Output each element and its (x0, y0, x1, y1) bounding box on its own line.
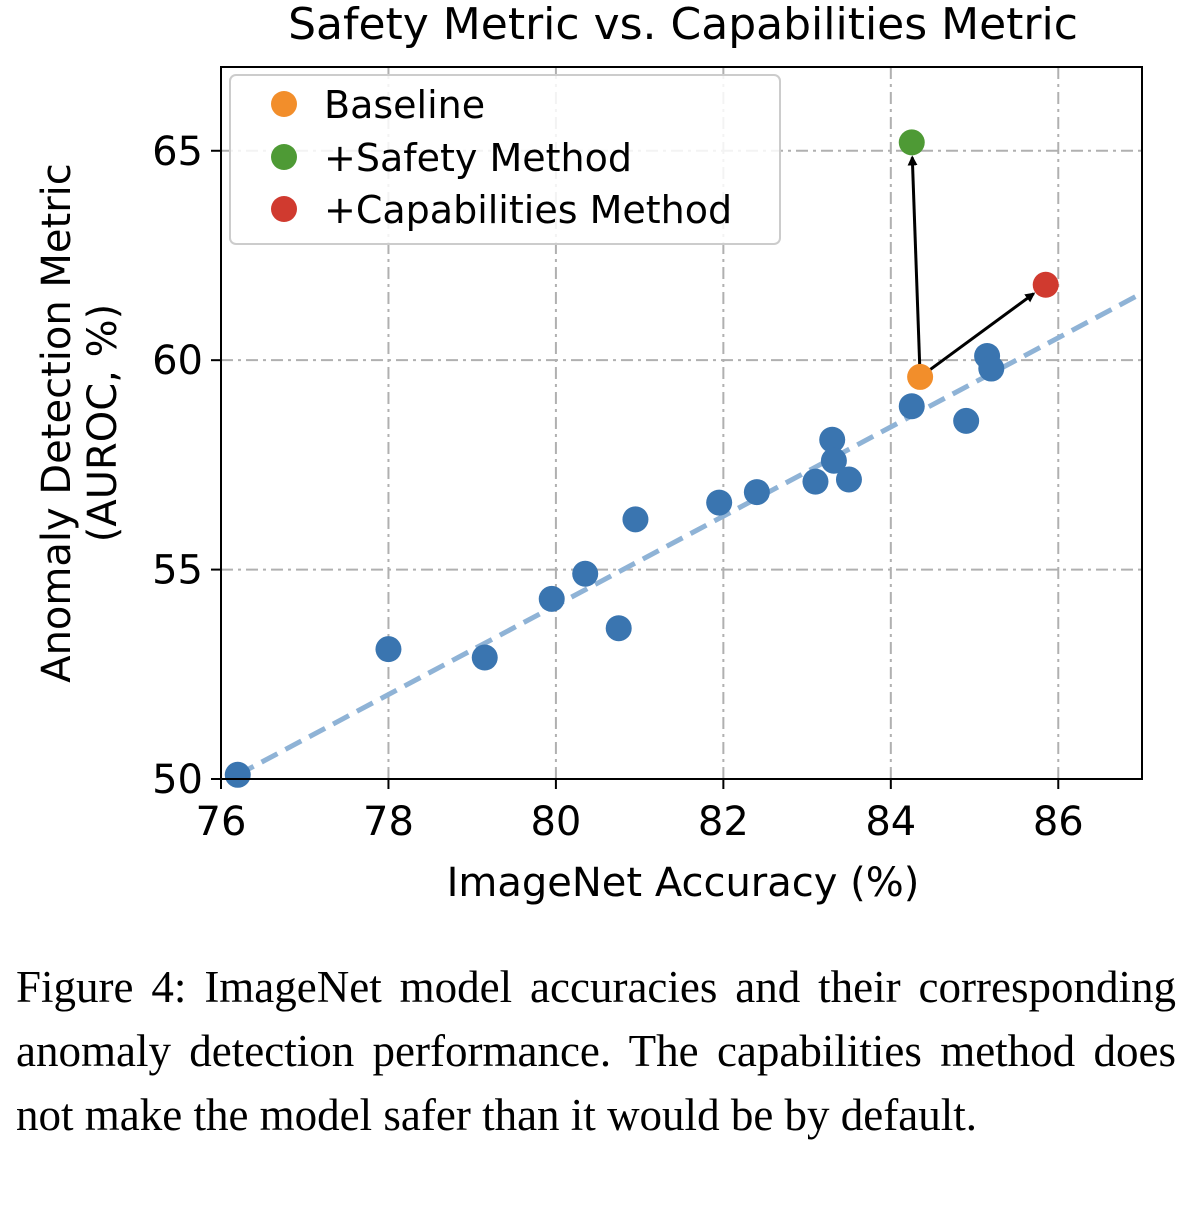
model-point (819, 426, 846, 453)
legend-label-baseline: Baseline (324, 83, 485, 127)
trend-line (236, 290, 1144, 778)
capabilities-method-point (1032, 271, 1059, 298)
model-point (953, 407, 980, 434)
baseline-point (907, 363, 934, 390)
x-tick-label: 78 (363, 799, 414, 845)
model-point (622, 506, 649, 533)
y-tick-label: 55 (152, 548, 203, 594)
x-tick-label: 82 (698, 799, 749, 845)
figure-caption: Figure 4: ImageNet model accuracies and … (16, 962, 1176, 1140)
x-axis-label: ImageNet Accuracy (%) (447, 860, 920, 906)
legend-box (229, 74, 781, 245)
model-point (375, 636, 402, 663)
y-axis-label-line1: Anomaly Detection Metric (34, 163, 80, 683)
model-point (835, 466, 862, 493)
model-point (898, 393, 925, 420)
x-tick-label: 84 (865, 799, 916, 845)
model-point (978, 355, 1005, 382)
model-point (572, 560, 599, 587)
safety-method-point (898, 129, 925, 156)
y-tick-label: 60 (152, 338, 203, 384)
arrow-to-capabilities (919, 292, 1036, 379)
x-tick-label: 76 (196, 799, 247, 845)
points-layer (224, 342, 1005, 788)
legend-marker-baseline (271, 91, 297, 117)
legend-marker-safety (271, 144, 297, 170)
model-point (224, 761, 251, 788)
model-point (471, 644, 498, 671)
legend: Baseline +Safety Method +Capabilities Me… (229, 74, 781, 245)
plot-frame (220, 66, 1143, 780)
legend-label-capabilities: +Capabilities Method (324, 188, 732, 232)
model-point (605, 615, 632, 642)
y-axis-label-line2: (AUROC, %) (80, 304, 126, 543)
y-axis-ticks: 50 55 60 65 (152, 129, 221, 803)
model-point (802, 468, 829, 495)
y-tick-label: 50 (152, 757, 203, 803)
trend-layer (236, 290, 1144, 778)
legend-marker-capabilities (271, 196, 297, 222)
model-point (743, 479, 770, 506)
legend-label-safety: +Safety Method (324, 136, 632, 180)
arrow-to-safety (907, 155, 922, 377)
x-tick-label: 80 (530, 799, 581, 845)
arrows-layer (898, 129, 1059, 390)
chart-title: Safety Metric vs. Capabilities Metric (288, 0, 1078, 50)
chart: Safety Metric vs. Capabilities Metric 76… (34, 0, 1144, 906)
model-point (538, 585, 565, 612)
x-tick-label: 86 (1033, 799, 1084, 845)
x-axis-ticks: 76 78 80 82 84 86 (196, 779, 1084, 845)
y-tick-label: 65 (152, 129, 203, 175)
model-point (706, 489, 733, 516)
model-point (820, 447, 847, 474)
